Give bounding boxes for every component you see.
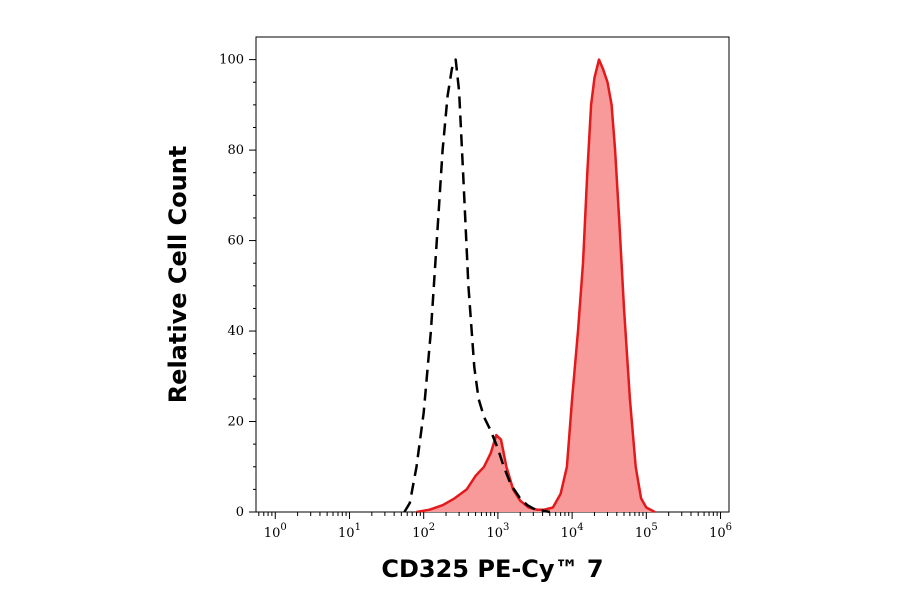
series-1-line [416, 58, 656, 514]
x-tick-label: 105 [635, 522, 658, 541]
series-0-line [403, 58, 551, 514]
x-tick-label: 102 [412, 522, 435, 541]
y-tick-label: 0 [236, 505, 244, 520]
y-axis-title: Relative Cell Count [164, 146, 192, 404]
series-1-fill [416, 59, 655, 512]
y-tick-label: 80 [227, 143, 244, 158]
axis-layer: 0 20 40 60 80 100 100 101 102 103 104 105 106 [219, 53, 732, 541]
y-tick-label: 20 [227, 415, 244, 430]
x-axis-title: CD325 PE-Cy™ 7 [381, 555, 603, 583]
y-tick-label: 40 [227, 324, 244, 339]
x-tick-label: 104 [561, 522, 584, 541]
plot-frame [255, 36, 730, 513]
y-tick-label: 100 [219, 53, 244, 68]
x-tick-label: 100 [264, 522, 287, 541]
x-tick-label: 106 [709, 522, 732, 541]
y-tick-label: 60 [227, 234, 244, 249]
x-tick-label: 103 [486, 522, 509, 541]
x-tick-label: 101 [338, 522, 361, 541]
series-layer [403, 58, 656, 514]
